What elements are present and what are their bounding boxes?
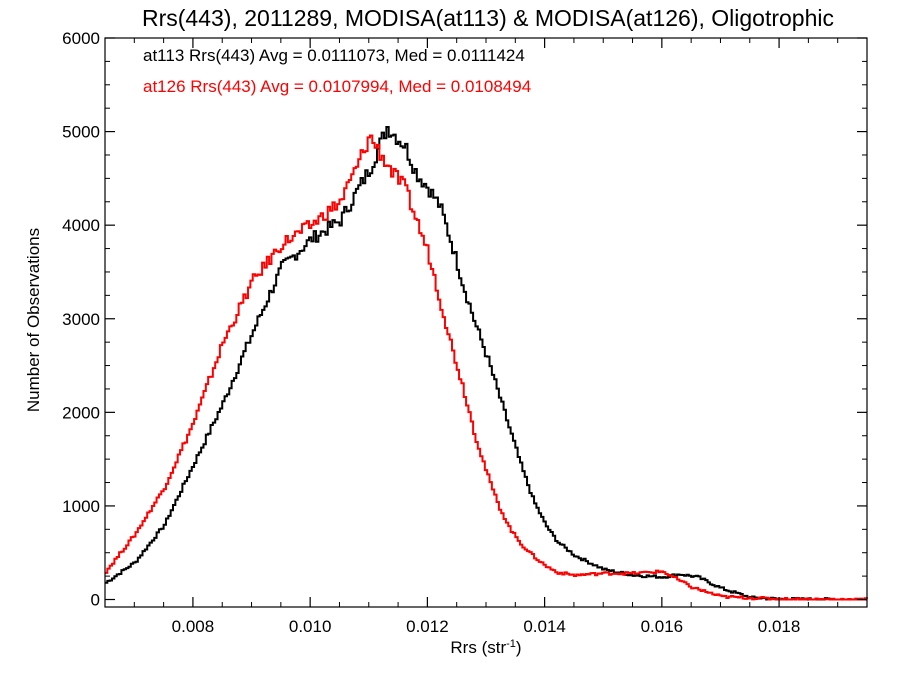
y-tick-label: 6000 [62, 29, 100, 48]
series-layer [105, 126, 868, 601]
x-tick-label: 0.008 [172, 617, 215, 636]
annotation-at113: at113 Rrs(443) Avg = 0.0111073, Med = 0.… [143, 46, 525, 65]
histogram-series-0 [105, 126, 867, 601]
y-tick-label: 4000 [62, 216, 100, 235]
y-tick-label: 2000 [62, 403, 100, 422]
histogram-series-1 [105, 134, 868, 601]
x-axis-title: Rrs (str-1) [450, 638, 521, 657]
x-axis-title-tail: ) [516, 638, 522, 657]
x-tick-label: 0.014 [523, 617, 566, 636]
x-tick-label: 0.010 [289, 617, 332, 636]
x-tick-label: 0.012 [406, 617, 449, 636]
x-tick-label: 0.016 [641, 617, 684, 636]
annotation-at126: at126 Rrs(443) Avg = 0.0107994, Med = 0.… [143, 77, 531, 96]
tick-layer: 0.008 0.010 0.012 0.014 0.016 0.018 0 1000 2000 3… [62, 29, 867, 636]
y-tick-label: 0 [91, 591, 100, 610]
x-tick-label: 0.018 [758, 617, 801, 636]
x-axis-title-superscript: -1 [506, 638, 516, 650]
chart-title: Rrs(443), 2011289, MODISA(at113) & MODIS… [142, 5, 834, 31]
y-tick-label: 3000 [62, 310, 100, 329]
y-tick-label: 1000 [62, 497, 100, 516]
x-axis-title-main: Rrs (str [450, 638, 506, 657]
y-tick-label: 5000 [62, 123, 100, 142]
plot-frame [104, 37, 868, 608]
y-axis-title: Number of Observations [24, 228, 43, 412]
